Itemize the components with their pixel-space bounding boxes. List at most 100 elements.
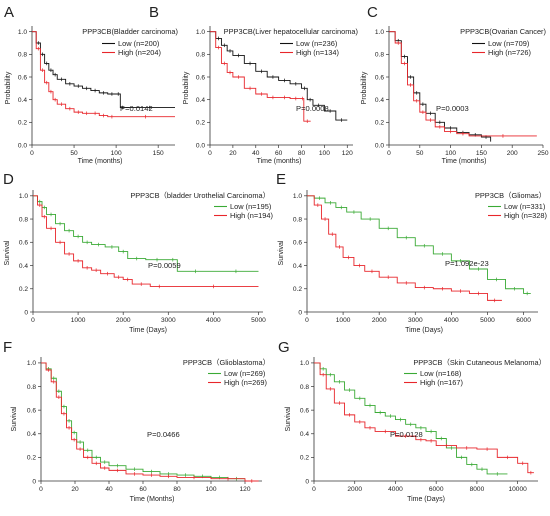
y-tick-label: 0.2 [375,120,384,127]
x-tick-label: 5000 [251,317,266,324]
legend-entry: Low (n=269) [224,369,265,378]
x-tick-label: 0 [305,317,309,324]
y-tick-label: 0.2 [18,120,27,127]
panel-g: G 0 0.2 0.4 0.6 0.8 1.0 0 2000 4000 6000 8000 10000 T… [278,339,546,503]
x-axis-label: Time (Days) [405,327,443,334]
legend-entry: Low (n=709) [488,39,529,48]
x-tick-label: 1000 [71,317,86,324]
x-tick-label: 60 [139,486,147,493]
chart-title: PPP3CB（Gliomas） [475,191,546,200]
y-tick-label: 0.8 [19,216,28,223]
y-tick-label: 1.0 [196,29,205,36]
x-tick-label: 100 [111,150,122,157]
chart-title: PPP3CB（Skin Cutaneous Melanoma） [413,358,546,367]
panel-letter: A [4,4,14,21]
panel-letter: F [3,339,12,356]
x-tick-label: 6000 [516,317,531,324]
x-axis-label: Time (Days) [407,496,445,503]
x-tick-label: 5000 [480,317,495,324]
panel-d: D 0 0.2 0.4 0.6 0.8 1.0 0 1000 2000 3000 4000 5000 Ti… [3,171,273,334]
y-tick-label: 0.2 [293,286,302,293]
legend-entry: High (n=328) [504,211,547,220]
x-axis-label: Time (months) [257,158,302,165]
panel-letter: D [3,171,14,188]
y-tick-label: 0 [24,309,28,316]
panel-letter: E [276,171,286,188]
x-tick-label: 0 [312,486,316,493]
y-tick-label: 0.6 [19,240,28,247]
p-value: P=1.092e-23 [445,259,489,268]
legend-entry: High (n=204) [118,48,161,57]
x-tick-label: 20 [71,486,79,493]
x-tick-label: 6000 [429,486,444,493]
x-tick-label: 80 [298,150,306,157]
x-tick-label: 0 [387,150,391,157]
y-axis-label: Probability [361,71,368,104]
x-tick-label: 2000 [347,486,362,493]
panel-a: A 0.0 0.2 0.4 0.6 0.8 1.0 0 50 100 150 Time (months… [4,4,178,165]
y-tick-label: 0.2 [300,455,309,462]
y-tick-label: 0 [305,478,309,485]
x-tick-label: 0 [30,150,34,157]
legend-entry: Low (n=200) [118,39,159,48]
y-tick-label: 0.2 [19,286,28,293]
x-tick-label: 8000 [470,486,485,493]
y-tick-label: 0.8 [18,52,27,59]
y-axis-label: Survival [278,240,285,265]
x-tick-label: 0 [31,317,35,324]
x-tick-label: 50 [70,150,78,157]
panel-e: E 0 0.2 0.4 0.6 0.8 1.0 0 1000 2000 3000 4000 5000 60… [276,171,547,334]
x-tick-label: 150 [476,150,487,157]
x-axis-label: Time (Months) [130,496,175,503]
x-tick-label: 0 [208,150,212,157]
y-tick-label: 1.0 [300,360,309,367]
x-tick-label: 100 [445,150,456,157]
y-tick-label: 0.4 [27,431,36,438]
y-tick-label: 0.6 [293,240,302,247]
x-axis-label: Time (Days) [129,327,167,334]
panel-letter: B [149,4,159,21]
x-tick-label: 10000 [508,486,527,493]
series-line-low [41,362,245,480]
x-tick-label: 150 [153,150,164,157]
chart-title: PPP3CB(Ovarian Cancer) [460,27,546,36]
y-tick-label: 0.4 [375,97,384,104]
y-axis-label: Survival [4,240,11,265]
y-tick-label: 0.6 [375,74,384,81]
y-tick-label: 0.4 [300,431,309,438]
y-tick-label: 0.0 [18,142,27,149]
x-tick-label: 4000 [388,486,403,493]
y-tick-label: 1.0 [293,193,302,200]
y-tick-label: 0.2 [27,455,36,462]
y-tick-label: 0.8 [375,52,384,59]
panel-c: C 0.0 0.2 0.4 0.6 0.8 1.0 0 50 100 150 200 250 Time (… [361,4,549,165]
y-axis-label: Survival [11,406,18,431]
panel-b: B 0.0 0.2 0.4 0.6 0.8 1.0 0 20 40 60 80 100 120 Time (… [149,4,358,165]
x-tick-label: 4000 [206,317,221,324]
y-tick-label: 0.0 [196,142,205,149]
p-value: P=0.0142 [120,104,153,113]
legend-entry: High (n=726) [488,48,531,57]
y-tick-label: 0.6 [196,74,205,81]
y-tick-label: 0.0 [375,142,384,149]
x-tick-label: 0 [39,486,43,493]
legend-entry: High (n=167) [420,378,463,387]
series-line-low [33,195,259,272]
panel-f: F 0 0.2 0.4 0.6 0.8 1.0 0 20 40 60 80 100 120 Time (Mo… [3,339,270,503]
legend-entry: High (n=194) [230,211,273,220]
y-tick-label: 0.6 [27,407,36,414]
y-tick-label: 0.2 [196,120,205,127]
legend-entry: Low (n=236) [296,39,337,48]
chart-title: PPP3CB（Glioblastoma） [183,358,270,367]
x-tick-label: 2000 [116,317,131,324]
y-tick-label: 1.0 [375,29,384,36]
x-tick-label: 120 [342,150,353,157]
y-tick-label: 0.8 [27,384,36,391]
x-tick-label: 40 [252,150,260,157]
series-line-high [33,195,259,287]
p-value: P=0.0466 [147,430,180,439]
y-tick-label: 0.8 [196,52,205,59]
legend-entry: High (n=134) [296,48,339,57]
y-axis-label: Probability [5,71,12,104]
